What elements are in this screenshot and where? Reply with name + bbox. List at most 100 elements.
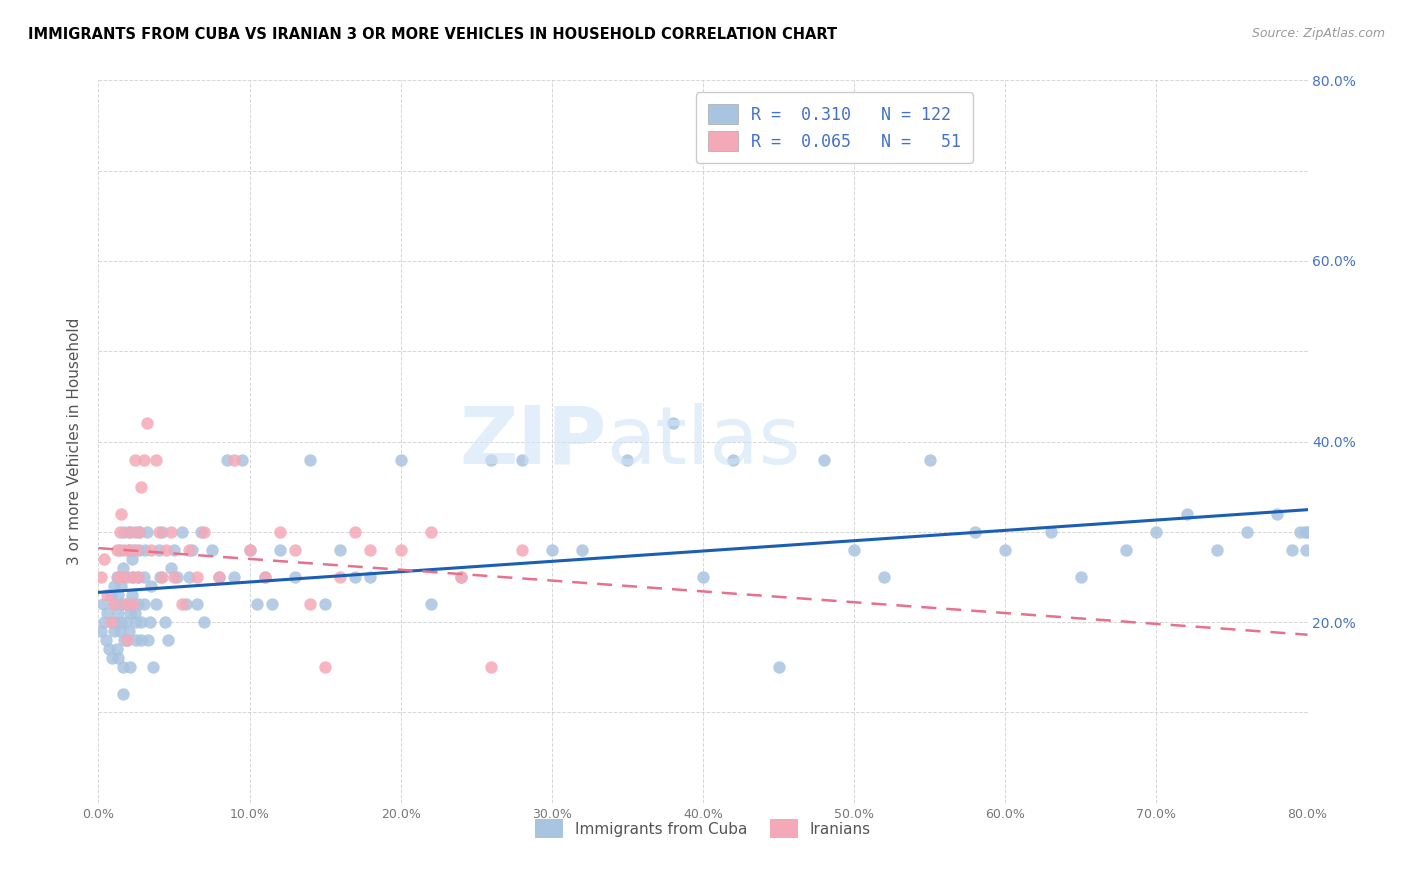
Point — [329, 570, 352, 584]
Point — [90, 570, 112, 584]
Point — [91, 597, 114, 611]
Point — [208, 570, 231, 584]
Point — [110, 579, 132, 593]
Point — [111, 561, 134, 575]
Point — [107, 588, 129, 602]
Point — [389, 542, 412, 557]
Point — [155, 542, 177, 557]
Point — [1206, 542, 1229, 557]
Point — [269, 542, 291, 557]
Point — [299, 597, 322, 611]
Point — [329, 542, 352, 557]
Point — [105, 570, 128, 584]
Point — [389, 452, 412, 467]
Text: Source: ZipAtlas.com: Source: ZipAtlas.com — [1251, 27, 1385, 40]
Point — [128, 542, 150, 557]
Point — [150, 570, 173, 584]
Point — [420, 597, 443, 611]
Point — [135, 524, 157, 539]
Point — [360, 542, 382, 557]
Point — [129, 633, 152, 648]
Point — [174, 597, 197, 611]
Point — [1281, 542, 1303, 557]
Point — [125, 542, 148, 557]
Point — [153, 615, 176, 630]
Point — [141, 542, 163, 557]
Point — [142, 660, 165, 674]
Point — [112, 524, 135, 539]
Point — [107, 651, 129, 665]
Point — [1236, 524, 1258, 539]
Point — [124, 452, 146, 467]
Point — [481, 452, 503, 467]
Point — [120, 660, 142, 674]
Point — [96, 606, 118, 620]
Point — [190, 524, 212, 539]
Point — [100, 588, 122, 602]
Point — [571, 542, 593, 557]
Point — [253, 570, 276, 584]
Legend: Immigrants from Cuba, Iranians: Immigrants from Cuba, Iranians — [527, 812, 879, 846]
Point — [127, 570, 149, 584]
Point — [103, 579, 125, 593]
Point — [160, 561, 183, 575]
Point — [156, 633, 179, 648]
Point — [112, 633, 135, 648]
Point — [616, 452, 638, 467]
Point — [186, 570, 208, 584]
Point — [170, 524, 193, 539]
Point — [481, 660, 503, 674]
Point — [96, 588, 118, 602]
Point — [231, 452, 253, 467]
Point — [284, 542, 307, 557]
Point — [450, 570, 472, 584]
Point — [360, 570, 382, 584]
Point — [768, 660, 790, 674]
Point — [420, 524, 443, 539]
Point — [103, 597, 125, 611]
Point — [201, 542, 224, 557]
Point — [103, 624, 125, 639]
Point — [122, 597, 145, 611]
Point — [136, 633, 159, 648]
Point — [127, 597, 149, 611]
Point — [510, 452, 533, 467]
Point — [118, 542, 141, 557]
Point — [93, 615, 115, 630]
Point — [344, 570, 367, 584]
Point — [723, 452, 745, 467]
Point — [107, 570, 129, 584]
Text: ZIP: ZIP — [458, 402, 606, 481]
Point — [114, 615, 136, 630]
Point — [269, 524, 291, 539]
Point — [100, 615, 122, 630]
Point — [1267, 507, 1289, 521]
Point — [661, 417, 683, 431]
Point — [918, 452, 941, 467]
Point — [129, 480, 152, 494]
Point — [132, 570, 155, 584]
Point — [692, 570, 714, 584]
Point — [111, 660, 134, 674]
Point — [122, 542, 145, 557]
Point — [1175, 507, 1198, 521]
Point — [115, 633, 138, 648]
Point — [93, 552, 115, 566]
Point — [193, 524, 215, 539]
Point — [1296, 524, 1319, 539]
Point — [110, 597, 132, 611]
Point — [224, 570, 246, 584]
Point — [166, 570, 188, 584]
Point — [239, 542, 262, 557]
Text: IMMIGRANTS FROM CUBA VS IRANIAN 3 OR MORE VEHICLES IN HOUSEHOLD CORRELATION CHAR: IMMIGRANTS FROM CUBA VS IRANIAN 3 OR MOR… — [28, 27, 837, 42]
Point — [103, 615, 125, 630]
Point — [107, 606, 129, 620]
Point — [115, 633, 138, 648]
Point — [170, 597, 193, 611]
Point — [104, 597, 127, 611]
Point — [253, 570, 276, 584]
Point — [215, 452, 238, 467]
Point — [90, 624, 112, 639]
Point — [105, 642, 128, 657]
Point — [1115, 542, 1137, 557]
